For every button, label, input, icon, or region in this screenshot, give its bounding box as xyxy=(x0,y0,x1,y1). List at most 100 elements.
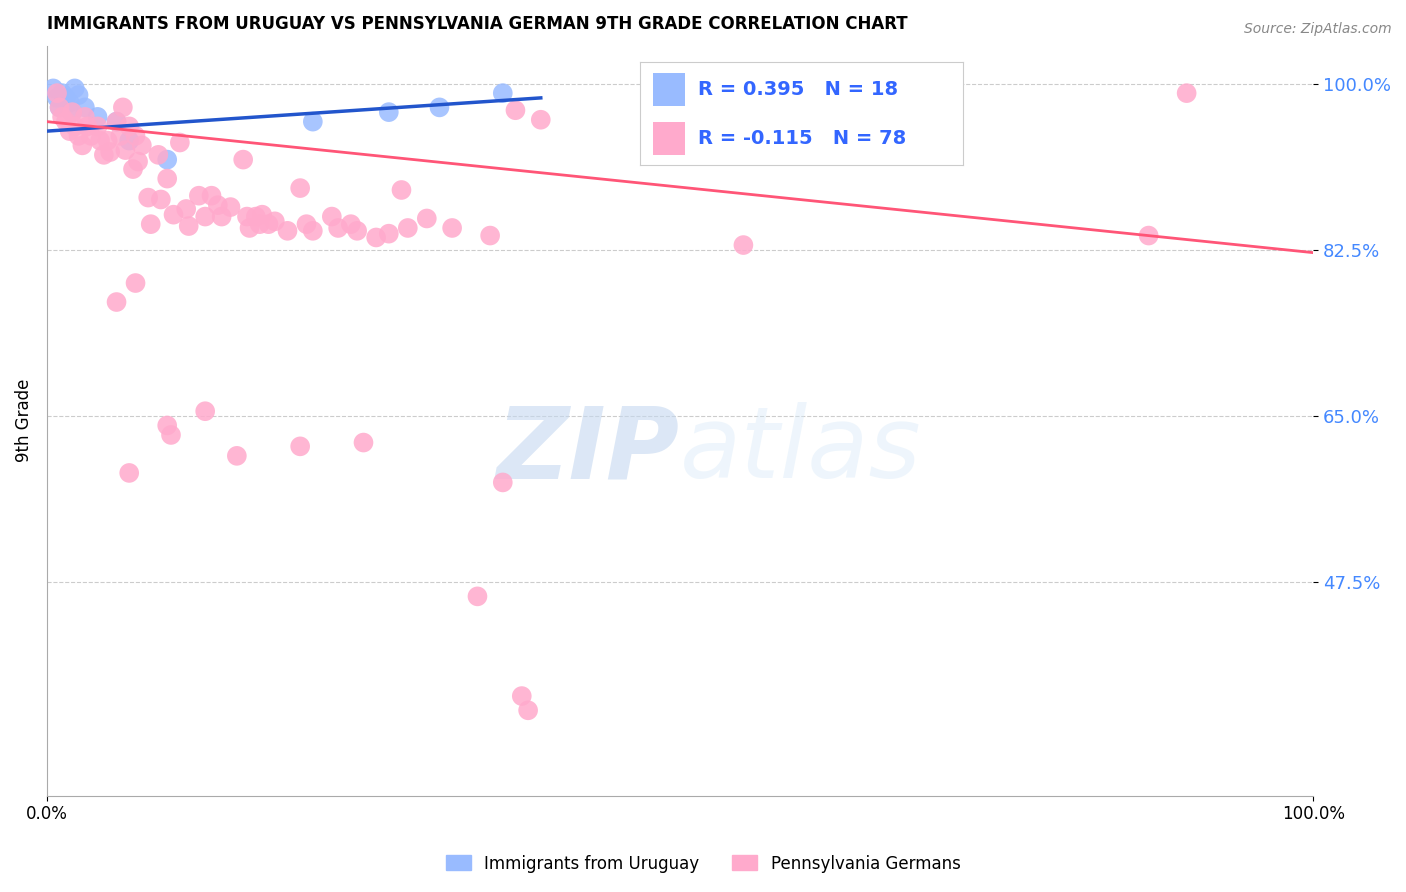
Text: ZIP: ZIP xyxy=(498,402,681,500)
Point xyxy=(207,198,229,212)
Point xyxy=(263,214,285,228)
Point xyxy=(378,227,401,241)
Point xyxy=(200,188,222,202)
Point xyxy=(225,449,247,463)
Point xyxy=(139,217,162,231)
Point xyxy=(169,136,191,150)
Point xyxy=(73,110,96,124)
Point xyxy=(118,466,141,480)
Point xyxy=(89,134,111,148)
Point xyxy=(174,202,197,216)
Point xyxy=(59,95,82,110)
Point xyxy=(194,210,217,224)
Point xyxy=(67,128,90,143)
FancyBboxPatch shape xyxy=(652,122,685,155)
Point xyxy=(156,153,179,167)
Point xyxy=(257,217,280,231)
Point xyxy=(105,295,128,310)
Text: R = 0.395   N = 18: R = 0.395 N = 18 xyxy=(697,79,898,99)
Text: IMMIGRANTS FROM URUGUAY VS PENNSYLVANIA GERMAN 9TH GRADE CORRELATION CHART: IMMIGRANTS FROM URUGUAY VS PENNSYLVANIA … xyxy=(46,15,907,33)
Point xyxy=(122,162,145,177)
Point xyxy=(177,219,200,233)
Point xyxy=(98,145,121,159)
Point xyxy=(93,148,115,162)
Point xyxy=(114,143,136,157)
Point xyxy=(378,105,401,120)
Point xyxy=(211,210,233,224)
Point xyxy=(55,91,77,105)
Point xyxy=(110,128,132,143)
Text: atlas: atlas xyxy=(681,402,922,500)
Point xyxy=(48,100,70,114)
Point xyxy=(80,128,103,143)
Point xyxy=(76,120,98,134)
Text: Source: ZipAtlas.com: Source: ZipAtlas.com xyxy=(1244,22,1392,37)
Point xyxy=(1175,86,1198,100)
FancyBboxPatch shape xyxy=(652,73,685,105)
Point xyxy=(245,210,267,224)
Point xyxy=(86,110,108,124)
Point xyxy=(46,86,69,100)
Point xyxy=(346,224,368,238)
Point xyxy=(301,224,323,238)
Point xyxy=(479,228,502,243)
Point xyxy=(59,124,82,138)
Point xyxy=(429,100,451,114)
Text: R = -0.115   N = 78: R = -0.115 N = 78 xyxy=(697,128,907,148)
Point xyxy=(249,217,271,231)
Point xyxy=(51,86,73,100)
Point xyxy=(46,91,69,105)
Point xyxy=(67,88,90,103)
Point xyxy=(505,103,527,118)
Point xyxy=(105,114,128,128)
Point xyxy=(148,148,170,162)
Point xyxy=(149,193,172,207)
Point xyxy=(328,221,350,235)
Point xyxy=(301,114,323,128)
Point xyxy=(219,200,242,214)
Point xyxy=(250,208,273,222)
Point xyxy=(73,100,96,114)
Point xyxy=(156,418,179,433)
Point xyxy=(136,191,159,205)
Point xyxy=(276,224,298,238)
Point xyxy=(295,217,318,231)
Point xyxy=(118,134,141,148)
Point xyxy=(236,210,259,224)
Y-axis label: 9th Grade: 9th Grade xyxy=(15,379,32,462)
Point xyxy=(391,183,413,197)
Point xyxy=(63,120,86,134)
Point xyxy=(492,475,515,490)
Point xyxy=(187,188,209,202)
Point xyxy=(530,112,553,127)
Legend: Immigrants from Uruguay, Pennsylvania Germans: Immigrants from Uruguay, Pennsylvania Ge… xyxy=(439,848,967,880)
Point xyxy=(194,404,217,418)
Point xyxy=(321,210,343,224)
Point xyxy=(238,221,260,235)
Point xyxy=(162,208,184,222)
Point xyxy=(416,211,439,226)
Point xyxy=(60,105,83,120)
Point xyxy=(72,138,94,153)
Point xyxy=(733,238,755,252)
Point xyxy=(124,128,146,143)
Point xyxy=(127,154,149,169)
Point xyxy=(60,105,83,120)
Point xyxy=(105,114,128,128)
Point xyxy=(124,276,146,290)
Point xyxy=(86,120,108,134)
Point xyxy=(510,689,533,703)
Point xyxy=(42,81,65,95)
Point xyxy=(48,100,70,114)
Point xyxy=(467,590,489,604)
Point xyxy=(160,428,183,442)
Point xyxy=(353,435,375,450)
Point xyxy=(118,120,141,134)
Point xyxy=(97,134,120,148)
Point xyxy=(366,230,388,244)
Point xyxy=(111,100,134,114)
Point xyxy=(232,153,254,167)
Point xyxy=(131,138,153,153)
Point xyxy=(288,439,311,453)
Point xyxy=(1137,228,1160,243)
